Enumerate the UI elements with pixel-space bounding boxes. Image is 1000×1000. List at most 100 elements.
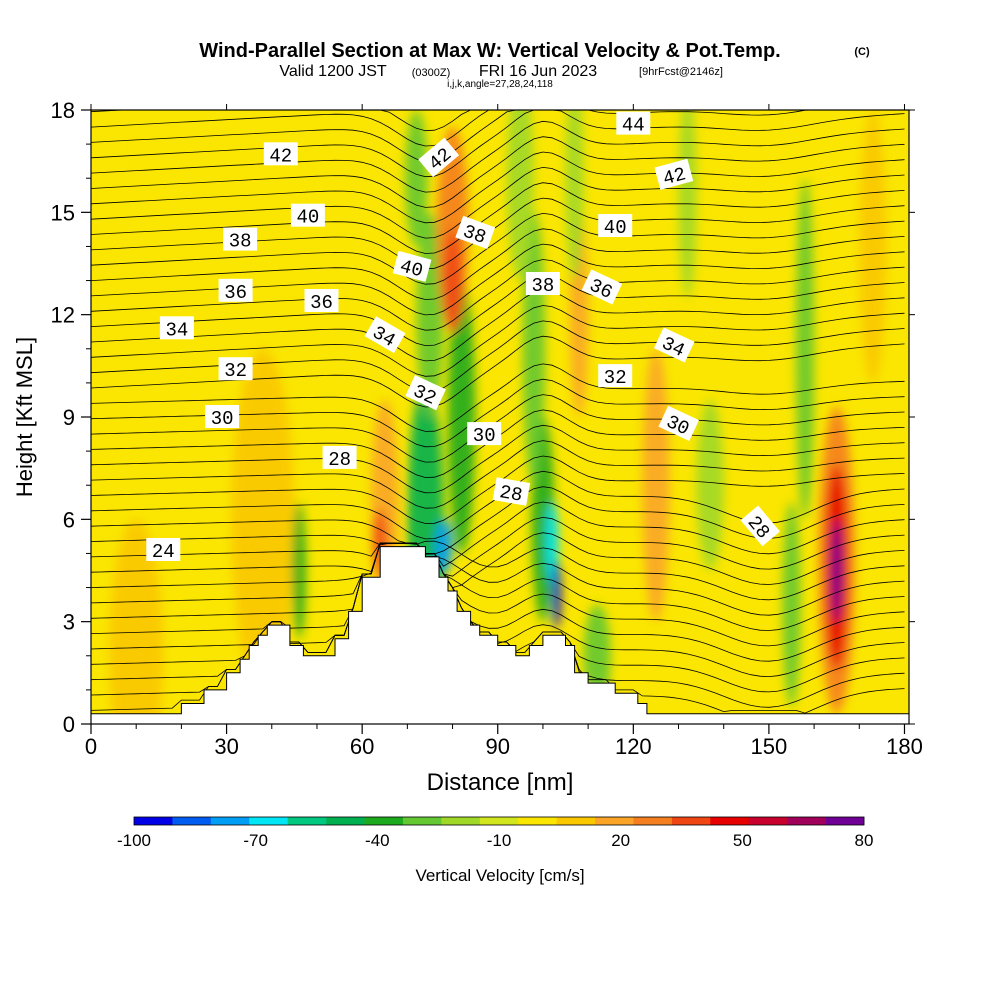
colorbar-tick-label-6: 80: [855, 831, 874, 850]
svg-text:42: 42: [269, 145, 292, 167]
contour-label-2: 28: [492, 477, 531, 507]
svg-text:32: 32: [224, 360, 247, 382]
theta-contour-8: [91, 540, 905, 601]
colorbar-segment-4: [287, 817, 327, 825]
colorbar-segment-0: [134, 817, 173, 825]
colorbar-tick-label-5: 50: [733, 831, 752, 850]
contour-label-17: 38: [455, 215, 496, 249]
theta-contour-11: [91, 501, 905, 567]
contour-label-10: 34: [159, 316, 194, 341]
w-cell-23: [696, 399, 724, 571]
svg-text:44: 44: [622, 115, 645, 137]
contour-label-13: 36: [218, 278, 253, 304]
theta-contour-25: [91, 274, 905, 347]
contour-label-1: 28: [322, 445, 357, 471]
contour-label-23: 42: [418, 137, 460, 178]
chart-title: Wind-Parallel Section at Max W: Vertical…: [199, 40, 780, 62]
y-tick-label-0: 0: [63, 712, 75, 737]
svg-text:40: 40: [604, 217, 627, 239]
theta-contour-16: [91, 424, 905, 494]
svg-text:28: 28: [498, 481, 524, 507]
svg-text:38: 38: [531, 275, 554, 297]
theta-contour-4: [91, 542, 905, 662]
chart-title-mark: (C): [854, 46, 870, 58]
colorbar-segment-11: [556, 817, 596, 825]
chart-subtitle: Valid 1200 JST (0300Z) FRI 16 Jun 2023 […: [279, 63, 723, 80]
colorbar-segment-9: [479, 817, 519, 825]
plot-area: [91, 110, 909, 724]
w-cell-15: [551, 560, 562, 629]
colorbar-tick-label-2: -40: [365, 831, 390, 850]
w-cell-21: [642, 348, 670, 622]
colorbar-segment-17: [787, 817, 826, 825]
theta-contour-24: [91, 289, 905, 362]
theta-contour-31: [91, 182, 905, 254]
y-tick-label-1: 3: [63, 610, 75, 635]
colorbar-tick-label-3: -10: [487, 831, 512, 850]
w-cell-29: [859, 110, 887, 383]
y-tick-label-3: 9: [63, 405, 75, 430]
x-axis-label: Distance [nm]: [427, 769, 574, 796]
y-tick-label-2: 6: [63, 507, 75, 532]
colorbar-segment-13: [633, 817, 673, 825]
theta-contour-6: [91, 542, 905, 631]
contour-label-4: 30: [205, 405, 240, 430]
svg-text:24: 24: [152, 541, 175, 563]
svg-text:36: 36: [310, 292, 333, 314]
chart-subtitle-index: i,j,k,angle=27,28,24,118: [447, 79, 553, 90]
svg-text:40: 40: [296, 207, 319, 229]
subtitle-utc: (0300Z): [412, 67, 451, 79]
colorbar-tick-label-4: 20: [611, 831, 630, 850]
contour-label-15: 36: [581, 269, 623, 305]
x-tick-label-6: 180: [886, 734, 923, 759]
theta-contour-26: [91, 259, 905, 331]
contour-label-21: 40: [598, 214, 633, 239]
subtitle-valid: Valid 1200 JST: [279, 63, 387, 80]
colorbar-segment-1: [172, 817, 212, 825]
theta-contour-5: [91, 542, 905, 647]
terrain: [91, 546, 909, 724]
theta-contour-10: [91, 516, 905, 577]
colorbar-segment-6: [364, 817, 404, 825]
theta-contour-36: [91, 110, 905, 178]
colorbar-segment-18: [825, 817, 865, 825]
colorbar: -100 -70 -40 -10 20 50 80: [117, 816, 874, 850]
w-cell-25: [796, 178, 815, 520]
x-tick-label-0: 0: [85, 734, 97, 759]
contour-label-18: 38: [525, 272, 560, 297]
colorbar-label: Vertical Velocity [cm/s]: [415, 866, 584, 885]
w-cell-10: [405, 110, 428, 247]
contour-label-14: 36: [304, 289, 339, 314]
colorbar-segment-8: [441, 817, 481, 825]
contour-label-0: 24: [146, 538, 181, 563]
theta-contour-15: [91, 440, 905, 509]
contour-label-16: 38: [223, 227, 258, 253]
colorbar-segment-10: [518, 817, 557, 825]
colorbar-segment-14: [671, 817, 711, 825]
contour-label-8: 32: [405, 375, 446, 411]
theta-contour-32: [91, 166, 905, 239]
theta-contour-21: [91, 335, 905, 408]
x-axis: 0 30 60 90 120 150 180: [85, 104, 923, 759]
svg-text:38: 38: [229, 231, 252, 253]
contour-label-22: 42: [263, 142, 298, 167]
x-tick-label-4: 120: [615, 734, 652, 759]
theta-contour-33: [91, 151, 905, 224]
w-cell-19: [565, 110, 584, 281]
theta-contour-28: [91, 228, 905, 300]
potential-temperature-contours: [91, 110, 905, 714]
theta-contour-29: [91, 212, 905, 285]
theta-contour-9: [91, 532, 905, 589]
x-tick-label-2: 60: [350, 734, 374, 759]
theta-contour-35: [91, 120, 905, 193]
w-cell-28: [831, 519, 843, 622]
y-axis-label: Height [Kft MSL]: [12, 337, 37, 497]
y-tick-label-5: 15: [51, 200, 75, 225]
colorbar-segment-5: [326, 817, 365, 825]
theta-contour-23: [91, 305, 905, 377]
y-tick-label-4: 12: [51, 303, 75, 328]
theta-contour-34: [91, 136, 905, 208]
contour-label-7: 32: [218, 357, 253, 382]
